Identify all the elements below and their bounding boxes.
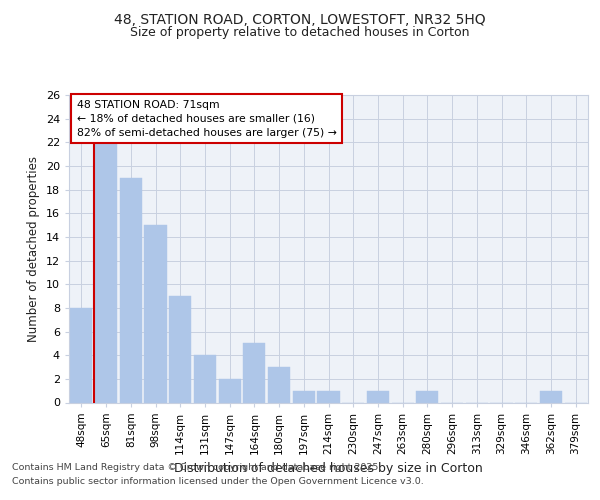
- Bar: [218, 379, 241, 402]
- Y-axis label: Number of detached properties: Number of detached properties: [27, 156, 40, 342]
- Bar: [293, 390, 315, 402]
- Bar: [169, 296, 191, 403]
- Bar: [194, 355, 216, 403]
- Text: Contains public sector information licensed under the Open Government Licence v3: Contains public sector information licen…: [12, 477, 424, 486]
- Bar: [243, 344, 265, 402]
- Text: Size of property relative to detached houses in Corton: Size of property relative to detached ho…: [130, 26, 470, 39]
- Bar: [119, 178, 142, 402]
- Bar: [367, 390, 389, 402]
- Bar: [268, 367, 290, 402]
- Bar: [70, 308, 92, 402]
- Text: Contains HM Land Registry data © Crown copyright and database right 2025.: Contains HM Land Registry data © Crown c…: [12, 464, 382, 472]
- Bar: [95, 142, 117, 402]
- Bar: [145, 225, 167, 402]
- Text: 48, STATION ROAD, CORTON, LOWESTOFT, NR32 5HQ: 48, STATION ROAD, CORTON, LOWESTOFT, NR3…: [114, 12, 486, 26]
- Text: 48 STATION ROAD: 71sqm
← 18% of detached houses are smaller (16)
82% of semi-det: 48 STATION ROAD: 71sqm ← 18% of detached…: [77, 100, 337, 138]
- Bar: [540, 390, 562, 402]
- Bar: [416, 390, 439, 402]
- X-axis label: Distribution of detached houses by size in Corton: Distribution of detached houses by size …: [174, 462, 483, 475]
- Bar: [317, 390, 340, 402]
